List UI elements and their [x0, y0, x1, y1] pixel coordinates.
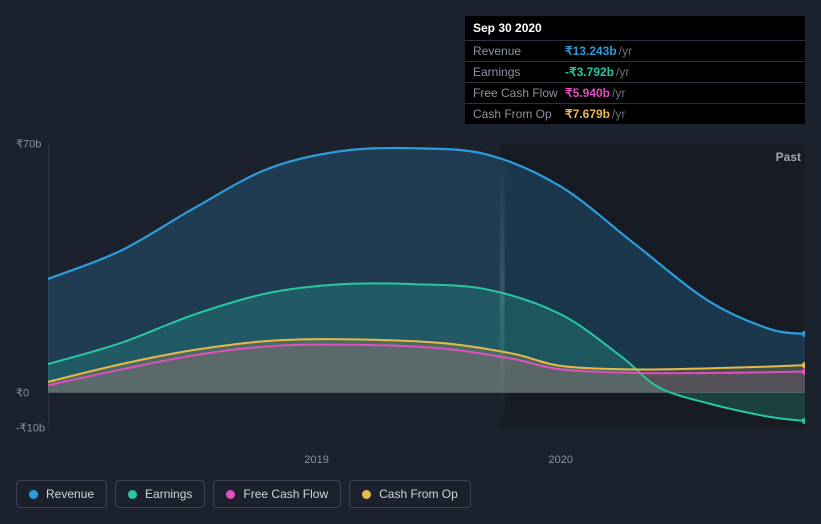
x-tick-label: 2020 [549, 454, 573, 466]
legend-dot-icon [128, 490, 137, 499]
y-tick-label: ₹0 [16, 386, 35, 399]
tooltip-suffix: /yr [619, 45, 632, 57]
tooltip-row-earnings: Earnings-₹3.792b /yr [465, 62, 805, 83]
chart-svg [48, 118, 805, 454]
y-tick-label: ₹70b [16, 138, 47, 151]
tooltip-row-fcf: Free Cash Flow₹5.940b /yr [465, 83, 805, 104]
tooltip-value: ₹13.243b [565, 45, 617, 57]
tooltip-label: Earnings [473, 66, 565, 78]
legend-label: Cash From Op [379, 487, 458, 501]
legend-dot-icon [29, 490, 38, 499]
legend-item-revenue[interactable]: Revenue [16, 480, 107, 508]
tooltip-row-revenue: Revenue₹13.243b /yr [465, 41, 805, 62]
tooltip-suffix: /yr [612, 87, 625, 99]
legend-item-earnings[interactable]: Earnings [115, 480, 205, 508]
legend-dot-icon [226, 490, 235, 499]
tooltip-value: ₹5.940b [565, 87, 610, 99]
tooltip-panel: Sep 30 2020 Revenue₹13.243b /yrEarnings-… [465, 16, 805, 124]
legend-item-fcf[interactable]: Free Cash Flow [213, 480, 341, 508]
x-tick-label: 2019 [304, 454, 328, 466]
y-tick-label: -₹10b [16, 422, 51, 435]
legend-dot-icon [362, 490, 371, 499]
legend-label: Revenue [46, 487, 94, 501]
legend: Revenue Earnings Free Cash Flow Cash From O… [16, 480, 471, 508]
legend-label: Earnings [145, 487, 192, 501]
tooltip-label: Revenue [473, 45, 565, 57]
tooltip-date: Sep 30 2020 [465, 16, 805, 41]
tooltip-suffix: /yr [616, 66, 629, 78]
tooltip-value: -₹3.792b [565, 66, 614, 78]
chart-area: ₹70b₹0-₹10b Past 20192020 [16, 118, 805, 454]
tooltip-label: Free Cash Flow [473, 87, 565, 99]
legend-label: Free Cash Flow [243, 487, 328, 501]
legend-item-cfo[interactable]: Cash From Op [349, 480, 471, 508]
